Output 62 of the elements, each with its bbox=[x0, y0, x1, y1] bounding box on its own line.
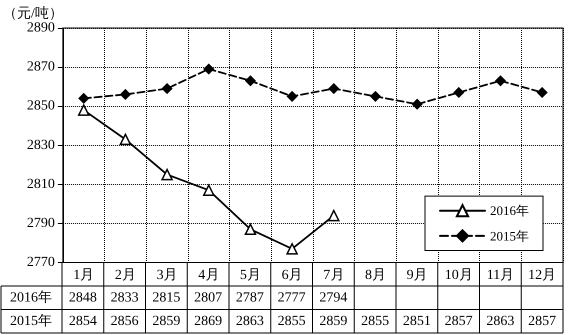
text: 2016年 bbox=[10, 290, 52, 306]
x-tick-label: 12月 bbox=[528, 268, 556, 283]
x-tick-label: 7月 bbox=[323, 268, 344, 283]
x-tick-label: 2月 bbox=[114, 268, 136, 283]
data-label: 2854 bbox=[68, 314, 97, 329]
x-tick-label: 1月 bbox=[73, 268, 94, 283]
point bbox=[536, 87, 548, 98]
y-tick-label: 2870 bbox=[26, 60, 55, 75]
point bbox=[120, 134, 132, 146]
point bbox=[203, 184, 215, 196]
x-tick-label: 9月 bbox=[406, 268, 428, 283]
data-label: 2794 bbox=[319, 290, 348, 306]
y-tick-label: 2770 bbox=[26, 255, 55, 270]
y-tick-label: 2830 bbox=[26, 138, 55, 153]
point bbox=[245, 76, 256, 86]
point bbox=[78, 104, 90, 116]
data-label: 2856 bbox=[110, 314, 139, 329]
text: 2015年 bbox=[10, 314, 52, 329]
y-tick-label: 2890 bbox=[26, 20, 55, 36]
x-tick-label: 5月 bbox=[240, 268, 261, 283]
data-label: 2869 bbox=[194, 314, 222, 329]
point bbox=[454, 87, 464, 98]
legend-label: 2015年 bbox=[490, 228, 529, 244]
x-tick-label: 6月 bbox=[282, 268, 303, 283]
data-label: 2807 bbox=[194, 290, 222, 306]
point bbox=[78, 93, 89, 104]
point bbox=[204, 64, 214, 74]
data-label: 2859 bbox=[319, 314, 348, 329]
data-label: 2859 bbox=[152, 314, 180, 329]
data-label: 2863 bbox=[486, 314, 514, 329]
point bbox=[370, 91, 381, 102]
point bbox=[120, 89, 131, 100]
x-tick-label: 8月 bbox=[364, 268, 386, 283]
data-label: 2833 bbox=[110, 290, 139, 306]
data-label: 2777 bbox=[278, 290, 306, 306]
x-tick-label: 4月 bbox=[198, 268, 220, 283]
data-label: 2787 bbox=[236, 290, 264, 306]
point bbox=[244, 224, 256, 236]
x-tick-label: 3月 bbox=[156, 268, 178, 283]
data-label: 2851 bbox=[402, 314, 431, 329]
x-tick-label: 11月 bbox=[486, 268, 514, 283]
point bbox=[328, 210, 340, 222]
y-axis-title: （元/吨） bbox=[3, 6, 63, 22]
data-label: 2863 bbox=[236, 314, 264, 329]
legend-label: 2016年 bbox=[490, 203, 529, 218]
point bbox=[412, 98, 422, 110]
data-label: 2848 bbox=[68, 290, 97, 306]
point bbox=[328, 83, 340, 94]
point bbox=[286, 243, 298, 255]
data-label: 2855 bbox=[361, 314, 390, 329]
data-label: 2815 bbox=[152, 290, 180, 306]
y-tick-label: 2850 bbox=[26, 98, 55, 114]
point bbox=[161, 168, 173, 180]
data-label: 2855 bbox=[278, 314, 306, 329]
point bbox=[162, 83, 172, 94]
data-label: 2857 bbox=[528, 314, 556, 329]
point bbox=[286, 91, 298, 102]
y-tick-label: 2810 bbox=[26, 176, 55, 192]
y-tick-label: 2790 bbox=[26, 216, 55, 231]
x-tick-label: 10月 bbox=[444, 268, 473, 283]
point bbox=[495, 76, 506, 86]
data-label: 2857 bbox=[444, 314, 473, 329]
